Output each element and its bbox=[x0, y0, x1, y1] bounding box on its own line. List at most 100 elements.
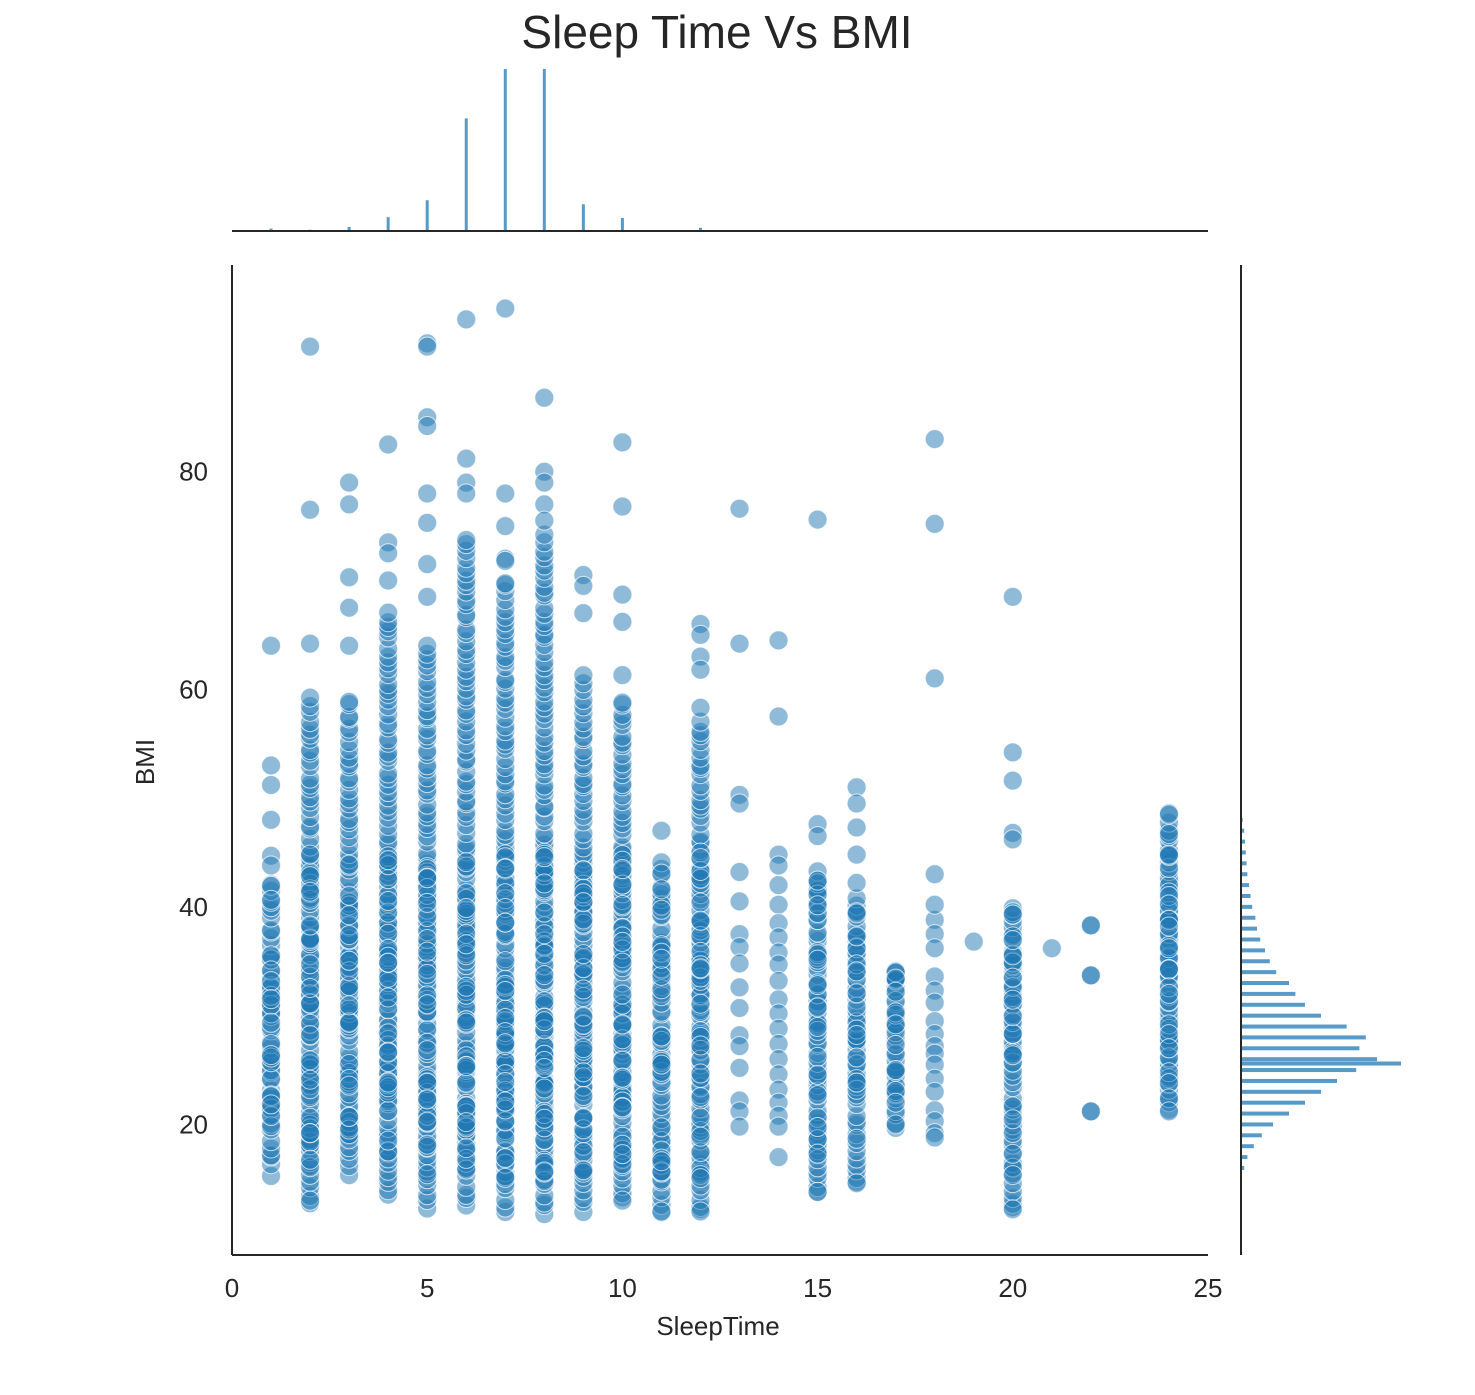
scatter-point bbox=[300, 844, 321, 865]
scatter-point bbox=[339, 885, 360, 906]
scatter-point bbox=[534, 1108, 555, 1129]
scatter-point bbox=[378, 602, 399, 623]
x-tick-label: 10 bbox=[608, 1273, 637, 1303]
scatter-point bbox=[1158, 916, 1179, 937]
scatter-point bbox=[729, 1057, 750, 1078]
scatter-point bbox=[378, 543, 399, 564]
scatter-point bbox=[456, 448, 477, 469]
right-hist-bar bbox=[1241, 981, 1289, 986]
scatter-point bbox=[417, 512, 438, 533]
y-tick-labels: 20 40 60 80 bbox=[179, 457, 208, 1140]
scatter-point bbox=[1002, 1199, 1023, 1220]
right-hist-bar bbox=[1241, 1078, 1337, 1083]
scatter-point bbox=[417, 892, 438, 913]
scatter-point bbox=[768, 706, 789, 727]
scatter-point bbox=[534, 387, 555, 408]
scatter-point bbox=[729, 953, 750, 974]
scatter-point bbox=[417, 1089, 438, 1110]
scatter-point bbox=[261, 1012, 282, 1033]
x-tick-label: 20 bbox=[998, 1273, 1027, 1303]
scatter-point bbox=[651, 965, 672, 986]
scatter-point bbox=[885, 1114, 906, 1135]
scatter-point bbox=[807, 870, 828, 891]
scatter-point bbox=[378, 434, 399, 455]
scatter-point bbox=[612, 894, 633, 915]
scatter-point bbox=[573, 892, 594, 913]
right-hist-bar bbox=[1241, 1122, 1273, 1127]
scatter-point bbox=[456, 529, 477, 550]
scatter-point bbox=[846, 961, 867, 982]
scatter-point bbox=[729, 1116, 750, 1137]
scatter-point bbox=[1002, 989, 1023, 1010]
scatter-point bbox=[1080, 1101, 1101, 1122]
scatter-point bbox=[495, 1091, 516, 1112]
scatter-point bbox=[1002, 1165, 1023, 1186]
scatter-point bbox=[300, 915, 321, 936]
right-hist-bar bbox=[1241, 948, 1265, 953]
scatter-point bbox=[456, 852, 477, 873]
scatter-point bbox=[1158, 844, 1179, 865]
scatter-point bbox=[378, 570, 399, 591]
x-tick-label: 15 bbox=[803, 1273, 832, 1303]
scatter-point bbox=[456, 483, 477, 504]
scatter-point bbox=[573, 1062, 594, 1083]
scatter-point bbox=[729, 977, 750, 998]
scatter-point bbox=[1002, 904, 1023, 925]
scatter-point bbox=[261, 635, 282, 656]
y-tick-label: 60 bbox=[179, 674, 208, 704]
scatter-point bbox=[573, 575, 594, 596]
scatter-point bbox=[690, 1126, 711, 1147]
top-hist-bar bbox=[269, 228, 273, 231]
scatter-point bbox=[534, 943, 555, 964]
scatter-point bbox=[924, 429, 945, 450]
top-hist-bar bbox=[698, 227, 702, 231]
scatter-point bbox=[924, 1081, 945, 1102]
scatter-point bbox=[612, 952, 633, 973]
scatter-point bbox=[339, 1107, 360, 1128]
scatter-point bbox=[378, 1130, 399, 1151]
scatter-point bbox=[339, 905, 360, 926]
scatter-point bbox=[612, 611, 633, 632]
scatter-point bbox=[690, 1035, 711, 1056]
scatter-point bbox=[1041, 938, 1062, 959]
scatter-point bbox=[261, 755, 282, 776]
scatter-point bbox=[495, 550, 516, 571]
scatter-point bbox=[573, 1006, 594, 1027]
scatter-point bbox=[417, 1111, 438, 1132]
scatter-point bbox=[573, 944, 594, 965]
right-hist-bar bbox=[1241, 1013, 1321, 1018]
scatter-point bbox=[690, 659, 711, 680]
scatter-point bbox=[534, 1058, 555, 1079]
scatter-point bbox=[885, 1014, 906, 1035]
right-hist-bar bbox=[1241, 959, 1270, 964]
scatter-point bbox=[807, 1085, 828, 1106]
scatter-point bbox=[924, 513, 945, 534]
scatter-point bbox=[261, 971, 282, 992]
scatter-point bbox=[573, 860, 594, 881]
scatter-point bbox=[651, 1026, 672, 1047]
scatter-point bbox=[1158, 804, 1179, 825]
scatter-point bbox=[495, 573, 516, 594]
scatter-point bbox=[534, 472, 555, 493]
right-hist-bar bbox=[1241, 839, 1245, 844]
scatter-point bbox=[651, 948, 672, 969]
scatter-point bbox=[924, 668, 945, 689]
right-hist-bar bbox=[1241, 1165, 1245, 1170]
scatter-point bbox=[846, 1024, 867, 1045]
scatter-point bbox=[807, 1046, 828, 1067]
scatter-point bbox=[534, 1011, 555, 1032]
x-tick-labels: 0 5 10 15 20 25 bbox=[225, 1273, 1223, 1303]
scatter-point bbox=[1002, 1109, 1023, 1130]
right-hist-bar bbox=[1241, 1100, 1305, 1105]
scatter-point bbox=[339, 995, 360, 1016]
scatter-point bbox=[612, 931, 633, 952]
scatter-point bbox=[300, 881, 321, 902]
scatter-point bbox=[495, 1033, 516, 1054]
right-hist-bar bbox=[1241, 850, 1246, 855]
scatter-point bbox=[261, 1045, 282, 1066]
scatter-point bbox=[378, 1023, 399, 1044]
right-hist-bar bbox=[1241, 1111, 1289, 1116]
scatter-points bbox=[261, 298, 1179, 1225]
scatter-point bbox=[1002, 1045, 1023, 1066]
scatter-point bbox=[612, 692, 633, 713]
